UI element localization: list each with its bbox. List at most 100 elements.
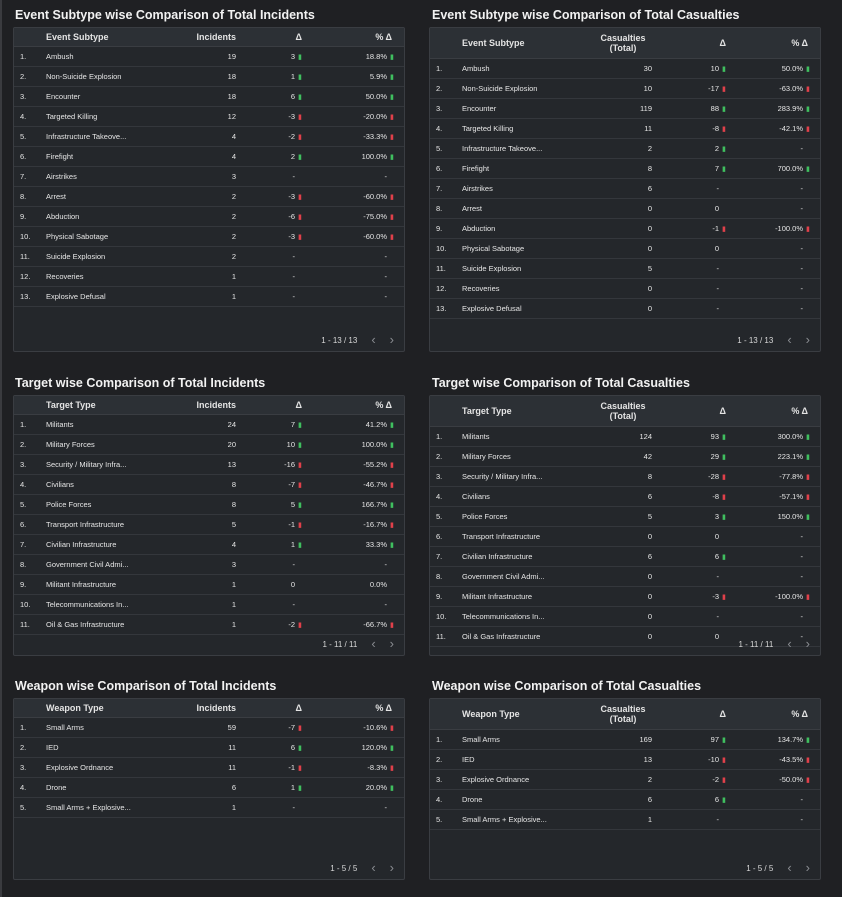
table-row[interactable]: 4. Drone 6 1 ▮ 20.0% ▮ (14, 778, 404, 798)
table-row[interactable]: 12. Recoveries 0 - - (430, 279, 820, 299)
header-casualties[interactable]: Casualties (Total) (578, 33, 668, 53)
header-category[interactable]: Event Subtype (46, 32, 109, 42)
table-row[interactable]: 7. Civilian Infrastructure 4 1 ▮ 33.3% ▮ (14, 535, 404, 555)
row-delta: - (292, 292, 296, 301)
table-row[interactable]: 4. Targeted Killing 12 -3 ▮ -20.0% ▮ (14, 107, 404, 127)
chevron-right-icon[interactable]: › (389, 332, 394, 347)
table-row[interactable]: 8. Arrest 0 0 - (430, 199, 820, 219)
table-row[interactable]: 1. Militants 24 7 ▮ 41.2% ▮ (14, 415, 404, 435)
chevron-right-icon[interactable]: › (389, 860, 394, 875)
table-row[interactable]: 1. Ambush 30 10 ▮ 50.0% ▮ (430, 59, 820, 79)
row-pct-cell: - (726, 284, 812, 293)
table-row[interactable]: 13. Explosive Defusal 0 - - (430, 299, 820, 319)
header-delta[interactable]: Δ (719, 709, 726, 719)
table-row[interactable]: 5. Police Forces 5 3 ▮ 150.0% ▮ (430, 507, 820, 527)
header-pct-delta[interactable]: % Δ (791, 38, 808, 48)
table-row[interactable]: 6. Transport Infrastructure 0 0 - (430, 527, 820, 547)
chevron-right-icon[interactable]: › (805, 636, 810, 651)
table-row[interactable]: 5. Small Arms + Explosive... 1 - - (14, 798, 404, 818)
table-row[interactable]: 6. Firefight 4 2 ▮ 100.0% ▮ (14, 147, 404, 167)
table-row[interactable]: 5. Infrastructure Takeove... 2 2 ▮ - (430, 139, 820, 159)
chevron-left-icon[interactable]: ‹ (787, 332, 792, 347)
table-row[interactable]: 6. Transport Infrastructure 5 -1 ▮ -16.7% ▮ (14, 515, 404, 535)
table-row[interactable]: 4. Targeted Killing 11 -8 ▮ -42.1% ▮ (430, 119, 820, 139)
table-row[interactable]: 6. Firefight 8 7 ▮ 700.0% ▮ (430, 159, 820, 179)
table-row[interactable]: 2. Military Forces 42 29 ▮ 223.1% ▮ (430, 447, 820, 467)
table-row[interactable]: 3. Security / Military Infra... 13 -16 ▮ -55.… (14, 455, 404, 475)
table-row[interactable]: 2. Non-Suicide Explosion 18 1 ▮ 5.9% ▮ (14, 67, 404, 87)
table-row[interactable]: 1. Small Arms 169 97 ▮ 134.7% ▮ (430, 730, 820, 750)
table-row[interactable]: 1. Ambush 19 3 ▮ 18.8% ▮ (14, 47, 404, 67)
header-incidents[interactable]: Incidents (196, 400, 236, 410)
table-row[interactable]: 5. Infrastructure Takeove... 4 -2 ▮ -33.3% ▮ (14, 127, 404, 147)
chevron-right-icon[interactable]: › (805, 332, 810, 347)
chevron-left-icon[interactable]: ‹ (787, 860, 792, 875)
chevron-right-icon[interactable]: › (805, 860, 810, 875)
table-row[interactable]: 5. Small Arms + Explosive... 1 - - (430, 810, 820, 830)
table-row[interactable]: 10. Physical Sabotage 2 -3 ▮ -60.0% ▮ (14, 227, 404, 247)
header-delta[interactable]: Δ (295, 400, 302, 410)
table-row[interactable]: 1. Militants 124 93 ▮ 300.0% ▮ (430, 427, 820, 447)
table-row[interactable]: 5. Police Forces 8 5 ▮ 166.7% ▮ (14, 495, 404, 515)
table-row[interactable]: 3. Security / Military Infra... 8 -28 ▮ -77.8… (430, 467, 820, 487)
table-body: 1. Ambush 30 10 ▮ 50.0% ▮ 2. Non-Suicide Explosi… (430, 59, 820, 319)
table-row[interactable]: 2. Non-Suicide Explosion 10 -17 ▮ -63.0% ▮ (430, 79, 820, 99)
table-row[interactable]: 11. Suicide Explosion 5 - - (430, 259, 820, 279)
table-row[interactable]: 10. Physical Sabotage 0 0 - (430, 239, 820, 259)
header-category[interactable]: Event Subtype (462, 38, 525, 48)
chevron-left-icon[interactable]: ‹ (787, 636, 792, 651)
table-row[interactable]: 8. Government Civil Admi... 0 - - (430, 567, 820, 587)
table-row[interactable]: 1. Small Arms 59 -7 ▮ -10.6% ▮ (14, 718, 404, 738)
header-casualties[interactable]: Casualties (Total) (578, 704, 668, 724)
table-row[interactable]: 11. Oil & Gas Infrastructure 1 -2 ▮ -66.7% ▮ (14, 615, 404, 635)
header-incidents[interactable]: Incidents (196, 32, 236, 42)
table-row[interactable]: 11. Suicide Explosion 2 - - (14, 247, 404, 267)
table-row[interactable]: 13. Explosive Defusal 1 - - (14, 287, 404, 307)
header-delta[interactable]: Δ (719, 38, 726, 48)
table-row[interactable]: 9. Abduction 2 -6 ▮ -75.0% ▮ (14, 207, 404, 227)
table-row[interactable]: 11. Oil & Gas Infrastructure 0 0 - (430, 627, 820, 647)
header-category[interactable]: Weapon Type (462, 709, 520, 719)
table-row[interactable]: 3. Encounter 119 88 ▮ 283.9% ▮ (430, 99, 820, 119)
chevron-right-icon[interactable]: › (389, 636, 394, 651)
table-row[interactable]: 8. Arrest 2 -3 ▮ -60.0% ▮ (14, 187, 404, 207)
header-delta[interactable]: Δ (719, 406, 726, 416)
table-row[interactable]: 2. Military Forces 20 10 ▮ 100.0% ▮ (14, 435, 404, 455)
header-delta[interactable]: Δ (295, 32, 302, 42)
table-row[interactable]: 10. Telecommunications In... 1 - - (14, 595, 404, 615)
row-category: Military Forces (462, 452, 511, 461)
table-row[interactable]: 7. Airstrikes 6 - - (430, 179, 820, 199)
table-row[interactable]: 10. Telecommunications In... 0 - - (430, 607, 820, 627)
table-row[interactable]: 3. Explosive Ordnance 2 -2 ▮ -50.0% ▮ (430, 770, 820, 790)
header-pct-delta[interactable]: % Δ (375, 400, 392, 410)
table-row[interactable]: 2. IED 11 6 ▮ 120.0% ▮ (14, 738, 404, 758)
table-row[interactable]: 3. Explosive Ordnance 11 -1 ▮ -8.3% ▮ (14, 758, 404, 778)
row-value: 4 (231, 132, 236, 141)
table-row[interactable]: 9. Militant Infrastructure 1 0 0.0% (14, 575, 404, 595)
table-row[interactable]: 8. Government Civil Admi... 3 - - (14, 555, 404, 575)
chevron-left-icon[interactable]: ‹ (371, 860, 376, 875)
table-row[interactable]: 9. Abduction 0 -1 ▮ -100.0% ▮ (430, 219, 820, 239)
chevron-left-icon[interactable]: ‹ (371, 636, 376, 651)
header-category[interactable]: Target Type (46, 400, 96, 410)
table-row[interactable]: 3. Encounter 18 6 ▮ 50.0% ▮ (14, 87, 404, 107)
header-casualties[interactable]: Casualties (Total) (578, 401, 668, 421)
table-row[interactable]: 4. Civilians 6 -8 ▮ -57.1% ▮ (430, 487, 820, 507)
table-row[interactable]: 7. Airstrikes 3 - - (14, 167, 404, 187)
table-row[interactable]: 2. IED 13 -10 ▮ -43.5% ▮ (430, 750, 820, 770)
table-row[interactable]: 7. Civilian Infrastructure 6 6 ▮ - (430, 547, 820, 567)
table-row[interactable]: 4. Civilians 8 -7 ▮ -46.7% ▮ (14, 475, 404, 495)
trend-down-icon: ▮ (722, 777, 726, 784)
header-category[interactable]: Weapon Type (46, 703, 104, 713)
header-category[interactable]: Target Type (462, 406, 512, 416)
table-row[interactable]: 4. Drone 6 6 ▮ - (430, 790, 820, 810)
header-pct-delta[interactable]: % Δ (375, 32, 392, 42)
header-pct-delta[interactable]: % Δ (791, 406, 808, 416)
header-pct-delta[interactable]: % Δ (375, 703, 392, 713)
table-row[interactable]: 12. Recoveries 1 - - (14, 267, 404, 287)
header-delta[interactable]: Δ (295, 703, 302, 713)
chevron-left-icon[interactable]: ‹ (371, 332, 376, 347)
table-row[interactable]: 9. Militant Infrastructure 0 -3 ▮ -100.0% ▮ (430, 587, 820, 607)
header-incidents[interactable]: Incidents (196, 703, 236, 713)
header-pct-delta[interactable]: % Δ (791, 709, 808, 719)
